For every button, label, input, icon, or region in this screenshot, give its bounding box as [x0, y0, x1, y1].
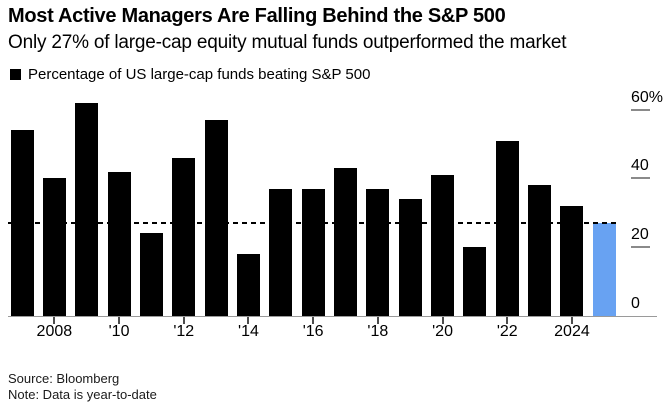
x-tick-2014: [247, 317, 250, 324]
x-tick-2016: [312, 317, 315, 324]
y-axis-label-40: 40: [631, 157, 649, 175]
bar-2023: [528, 185, 552, 316]
x-tick-2022: [506, 317, 509, 324]
x-axis-line: [8, 316, 657, 317]
reference-dashed-line: [8, 222, 616, 225]
bar-2010: [107, 171, 131, 316]
x-tick-2024: [570, 317, 573, 324]
bar-2025: [592, 223, 616, 316]
x-tick-2012: [182, 317, 185, 324]
bar-2012: [172, 157, 196, 316]
bar-2018: [366, 188, 390, 316]
bar-2009: [75, 102, 99, 316]
x-tick-label-2018: '18: [367, 323, 389, 340]
bar-2014: [236, 254, 260, 316]
x-tick-label-2012: '12: [173, 323, 195, 340]
bar-2015: [269, 188, 293, 316]
y-axis-label-20: 20: [631, 226, 649, 244]
bar-2020: [431, 174, 455, 316]
x-tick-label-2010: '10: [108, 323, 130, 340]
y-axis-label-60: 60%: [631, 88, 664, 106]
chart-footnotes: Source: Bloomberg Note: Data is year-to-…: [8, 371, 157, 403]
bar-2021: [463, 247, 487, 316]
bar-2017: [334, 168, 357, 316]
y-tick-40: [631, 177, 650, 180]
bar-2022: [495, 140, 519, 316]
legend-label: Percentage of US large-cap funds beating…: [28, 66, 371, 83]
bar-2016: [301, 188, 325, 316]
chart-title: Most Active Managers Are Falling Behind …: [8, 5, 506, 27]
data-note: Note: Data is year-to-date: [8, 387, 157, 402]
bar-2024: [560, 205, 584, 316]
x-tick-2018: [376, 317, 379, 324]
bar-2019: [398, 199, 422, 316]
x-tick-label-2020: '20: [432, 323, 453, 340]
chart-legend: Percentage of US large-cap funds beating…: [10, 66, 370, 83]
bar-2011: [139, 233, 163, 316]
x-tick-label-2016: '16: [302, 323, 324, 340]
x-tick-2020: [441, 317, 444, 324]
x-tick-label-2022: '22: [496, 323, 518, 340]
x-tick-label-2014: '14: [238, 323, 259, 340]
x-tick-label-2024: 2024: [554, 323, 590, 340]
chart-subtitle: Only 27% of large-cap equity mutual fund…: [8, 32, 567, 53]
bar-2008: [42, 178, 66, 316]
legend-swatch-icon: [10, 69, 21, 80]
bar-2013: [204, 119, 228, 316]
y-tick-60: [631, 108, 650, 111]
x-tick-label-2008: 2008: [36, 323, 73, 340]
y-tick-20: [631, 246, 650, 249]
source-note: Source: Bloomberg: [8, 371, 120, 386]
x-tick-2010: [118, 317, 121, 324]
x-tick-2008: [53, 317, 56, 324]
y-axis-label-0: 0: [631, 295, 640, 312]
